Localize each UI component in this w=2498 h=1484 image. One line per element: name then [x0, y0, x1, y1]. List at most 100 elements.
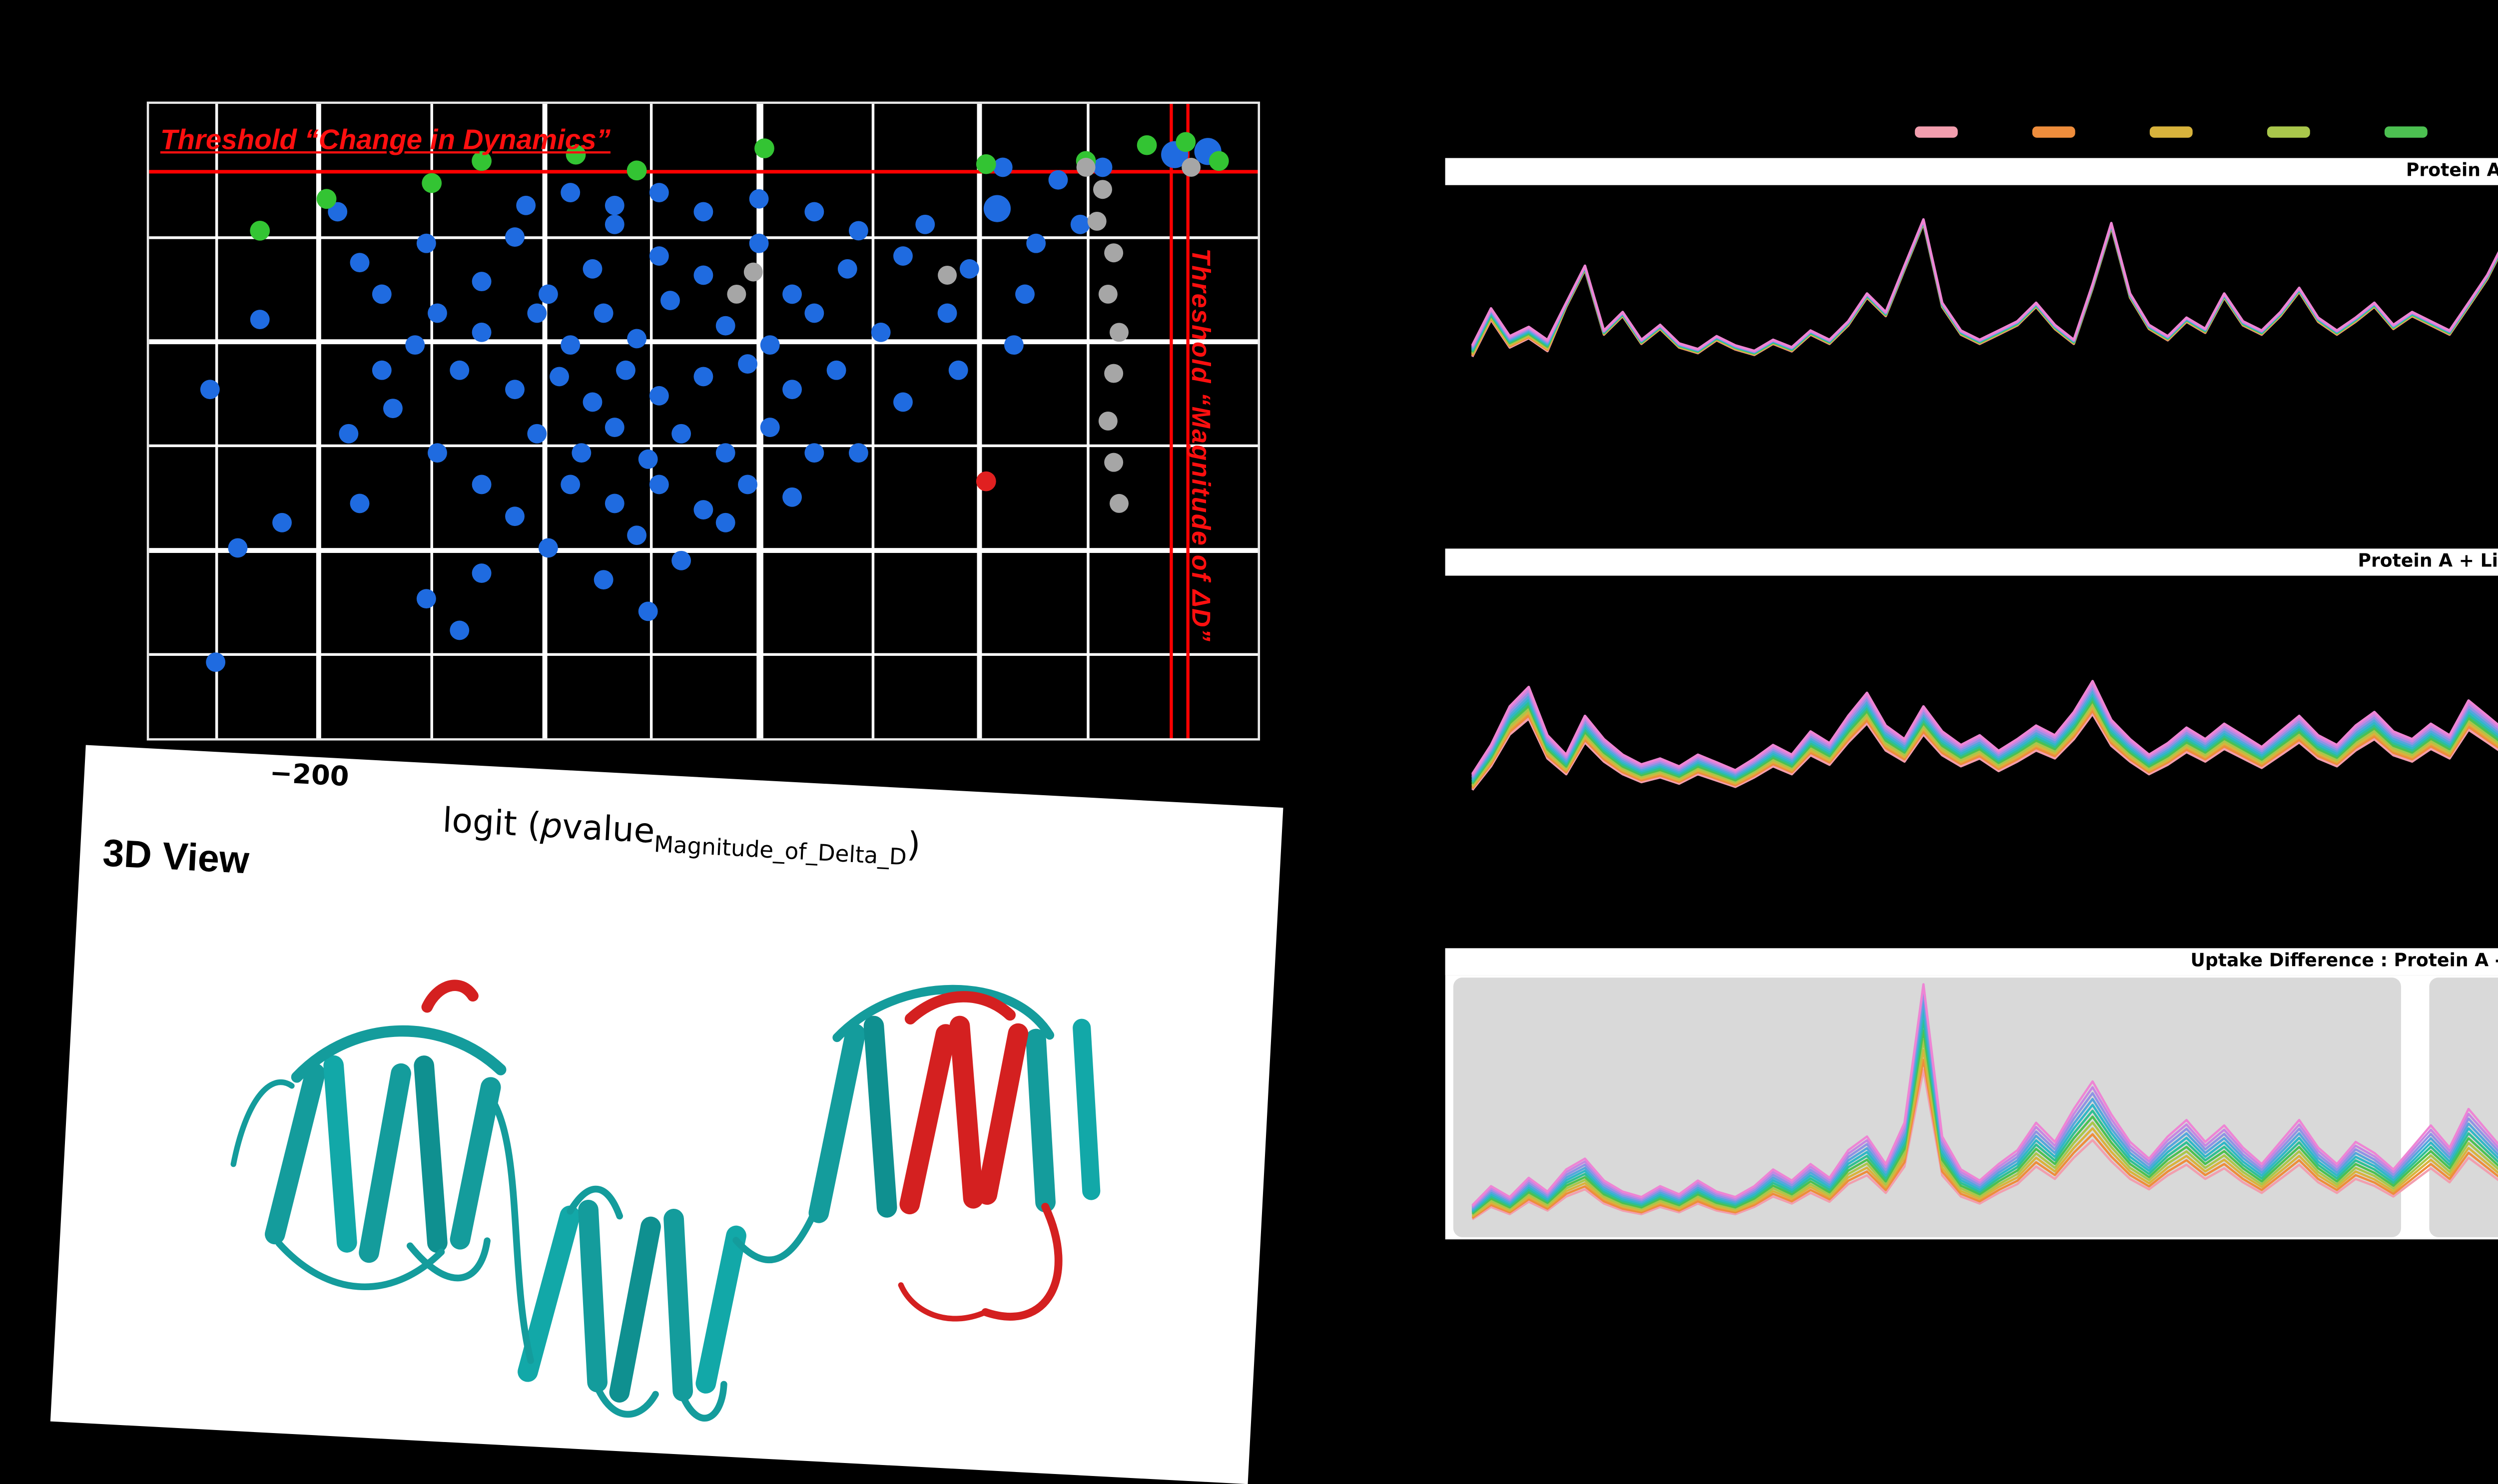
scatter-point-blue: [428, 303, 447, 323]
scatter-point-blue: [1026, 233, 1046, 253]
scatter-point-green: [976, 154, 996, 174]
ribbon-strand: [1073, 1018, 1101, 1200]
scatter-point-blue: [760, 335, 780, 355]
ribbon-strand: [518, 1205, 581, 1382]
series-line: [1471, 692, 2498, 780]
series-line: [1471, 708, 2498, 788]
series-line: [1471, 1057, 2498, 1218]
scatter-point-green: [422, 173, 442, 193]
scatter-point-blue: [228, 538, 248, 558]
scatter-point-blue: [505, 380, 525, 400]
legend-dash-2[interactable]: [2032, 126, 2075, 137]
ribbon-strand: [265, 1063, 325, 1245]
uptake-difference-chart[interactable]: [1445, 974, 2498, 1239]
ribbon-strand: [904, 991, 1016, 1024]
scatter-point-blue: [915, 214, 935, 234]
series-line: [1471, 705, 2498, 787]
series-line: [1471, 1018, 2498, 1212]
scatter-point-blue: [649, 475, 669, 495]
scatter-point-blue: [550, 367, 569, 387]
scatter-point-blue: [472, 272, 492, 292]
x-axis-label-post: ): [906, 824, 922, 866]
scatter-point-blue: [749, 233, 769, 253]
scatter-point-blue: [405, 335, 425, 355]
ribbon-strand: [981, 1202, 1063, 1321]
series-line: [1471, 220, 2498, 355]
ribbon-strand: [414, 1055, 448, 1253]
series-line: [1471, 221, 2498, 355]
scatter-point-blue: [472, 322, 492, 342]
scatter-point-blue: [1015, 284, 1035, 304]
view3d-panel[interactable]: −200 logit (pvalueMagnitude_of_Delta_D) …: [50, 745, 1283, 1484]
scatter-point-blue: [1048, 170, 1068, 190]
scatter-point-blue: [649, 386, 669, 406]
app-root: { "view3d": { "title": "3D View" }, "col…: [50, 101, 2498, 1484]
scatter-point-blue: [671, 424, 691, 444]
scatter-point-blue: [715, 512, 735, 532]
scatter-point-gray: [1098, 411, 1118, 431]
scatter-point-blue: [605, 195, 624, 215]
series-line: [1471, 695, 2498, 782]
series-line: [1471, 1008, 2498, 1211]
scatter-point-blue: [206, 652, 226, 672]
scatter-point-blue: [1004, 335, 1024, 355]
scatter-point-blue: [372, 360, 392, 380]
scatter-point-blue: [561, 335, 581, 355]
scatter-point-blue: [660, 291, 680, 311]
panel-title-protein-a: Protein A: [1445, 158, 2498, 184]
ribbon-strand: [898, 1282, 989, 1322]
series-line: [1471, 682, 2498, 776]
red-ribbons: [421, 980, 1063, 1322]
scatter-point-blue: [627, 525, 647, 545]
scatter-point-blue: [1070, 214, 1090, 234]
ribbon-strand: [230, 1079, 295, 1167]
scatter-point-blue: [527, 424, 547, 444]
ribbon-strand: [450, 1077, 501, 1250]
protein-structure[interactable]: [130, 889, 1240, 1465]
scatter-point-blue: [804, 443, 824, 463]
scatter-point-blue: [693, 202, 713, 222]
scatter-point-blue: [416, 233, 436, 253]
scatter-point-blue: [749, 189, 769, 209]
scatter-point-green: [626, 160, 647, 181]
scatter-point-blue: [826, 360, 846, 380]
volcano-plot-panel: Threshold “Change in Dynamics” Threshold…: [146, 101, 1260, 741]
legend-dash-3[interactable]: [2149, 126, 2193, 137]
ribbon-strand: [359, 1063, 411, 1263]
ribbon-strand: [1026, 1028, 1056, 1213]
scatter-point-blue: [583, 259, 603, 279]
scatter-point-blue: [605, 494, 624, 513]
series-line: [1471, 1037, 2498, 1215]
volcano-plot-canvas[interactable]: [149, 103, 1258, 738]
panel-title-protein-a-ligand: Protein A + Ligand: [1445, 548, 2498, 575]
series-line: [1471, 219, 2498, 354]
legend-dash-5[interactable]: [2384, 126, 2428, 137]
scatter-point-blue: [594, 303, 614, 323]
scatter-point-blue: [993, 157, 1013, 177]
scatter-point-blue: [372, 284, 392, 304]
dashboard: Threshold “Change in Dynamics” Threshold…: [50, 101, 2498, 1484]
scatter-point-blue: [948, 360, 968, 380]
uptake-chart-protein-a[interactable]: [1445, 185, 2498, 537]
scatter-point-gray: [1104, 453, 1124, 472]
scatter-point-green: [1137, 135, 1157, 155]
uptake-chart-protein-a-ligand[interactable]: [1445, 574, 2498, 927]
scatter-point-blue: [715, 316, 735, 336]
scatter-point-blue: [450, 620, 470, 640]
scatter-point-blue: [804, 202, 824, 222]
scatter-point-blue: [200, 380, 220, 400]
series-line: [1471, 678, 2498, 774]
series-line: [1471, 219, 2498, 353]
scatter-point-blue: [693, 265, 713, 285]
scatter-point-blue: [516, 195, 536, 215]
ribbon-strand: [567, 1185, 624, 1220]
scatter-point-gray: [1098, 284, 1118, 304]
scatter-point-blue: [649, 246, 669, 266]
legend-dash-1[interactable]: [1914, 126, 1958, 137]
scatter-point-blue: [782, 487, 802, 507]
ribbon-strand: [291, 1025, 507, 1083]
scatter-point-blue: [638, 449, 658, 469]
legend-dash-4[interactable]: [2267, 126, 2310, 137]
series-line: [1471, 1047, 2498, 1217]
scatter-point-blue: [416, 589, 436, 609]
